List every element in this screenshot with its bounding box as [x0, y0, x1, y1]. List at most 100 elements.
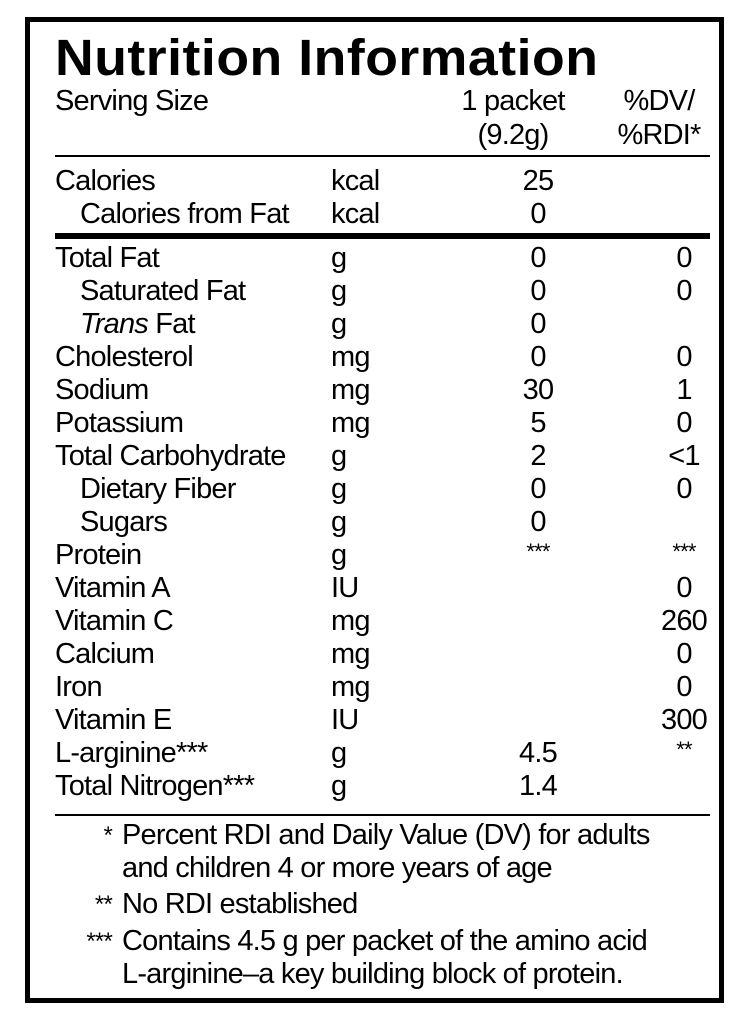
- nutrition-label-panel: Nutrition Information Serving Size 1 pac…: [25, 17, 724, 1003]
- nutrient-row-vitamin-e: Vitamin E IU 300: [55, 704, 710, 737]
- footnote-marker: *: [103, 822, 112, 849]
- nutrient-name: Trans Fat: [80, 308, 196, 341]
- nutrient-dv: 260: [661, 605, 708, 637]
- nutrient-amount: 1.4: [519, 770, 558, 802]
- nutrient-name: Sugars: [80, 506, 168, 538]
- nutrient-dv: 0: [676, 341, 692, 373]
- nutrient-amount: 2: [530, 440, 546, 472]
- nutrient-name: Saturated Fat: [80, 275, 246, 307]
- nutrient-unit: g: [331, 440, 347, 472]
- nutrient-name: Total Nitrogen***: [55, 770, 255, 802]
- nutrient-unit: mg: [331, 341, 370, 373]
- nutrient-amount: ***: [526, 539, 550, 564]
- nutrient-unit: kcal: [331, 165, 380, 197]
- nutrient-name: Cholesterol: [55, 341, 194, 373]
- nutrient-row-l-arginine: L-arginine*** g 4.5 **: [55, 737, 710, 770]
- nutrient-name: Vitamin E: [55, 704, 172, 736]
- nutrient-row-sugars: Sugars g 0: [55, 506, 710, 539]
- calories-divider: [55, 233, 710, 239]
- footnote-marker: ***: [86, 928, 112, 955]
- nutrient-row-vitamin-a: Vitamin A IU 0: [55, 572, 710, 605]
- nutrient-unit: g: [331, 473, 347, 505]
- serving-size-label: Serving Size: [55, 85, 209, 117]
- nutrient-dv: 0: [676, 275, 692, 307]
- nutrient-name: Sodium: [55, 374, 149, 406]
- nutrient-amount: 30: [522, 374, 554, 406]
- nutrient-dv: 0: [676, 242, 692, 274]
- nutrient-dv: ***: [672, 539, 696, 564]
- footnote-no-rdi: ** No RDI established: [55, 888, 715, 921]
- nutrient-amount: 25: [522, 165, 554, 197]
- nutrient-amount: 0: [530, 242, 546, 274]
- nutrient-amount: 0: [530, 341, 546, 373]
- nutrient-dv: 1: [676, 374, 692, 406]
- nutrient-amount: 0: [530, 506, 546, 538]
- nutrient-unit: IU: [331, 572, 359, 604]
- nutrient-unit: mg: [331, 671, 370, 703]
- nutrient-unit: IU: [331, 704, 359, 736]
- nutrient-amount: 4.5: [519, 737, 558, 769]
- nutrient-row-trans-fat: Trans Fat g 0: [55, 308, 710, 341]
- nutrient-name: Dietary Fiber: [80, 473, 236, 505]
- footnote-divider: [55, 814, 710, 816]
- footnote-text-line1: Percent RDI and Daily Value (DV) for adu…: [122, 819, 650, 851]
- nutrient-unit: g: [331, 275, 347, 307]
- nutrient-dv: **: [676, 737, 692, 762]
- nutrient-row-protein: Protein g *** ***: [55, 539, 710, 572]
- nutrient-unit: g: [331, 308, 347, 340]
- nutrient-dv: 0: [676, 671, 692, 703]
- nutrient-unit: g: [331, 506, 347, 538]
- nutrient-name: Calcium: [55, 638, 155, 670]
- nutrient-name: Calories: [55, 165, 156, 197]
- footnote-l-arginine: *** Contains 4.5 g per packet of the ami…: [55, 925, 715, 991]
- footnote-rdi: * Percent RDI and Daily Value (DV) for a…: [55, 819, 715, 885]
- nutrient-name: Protein: [55, 539, 142, 571]
- nutrient-dv: 300: [661, 704, 708, 736]
- nutrient-row-iron: Iron mg 0: [55, 671, 710, 704]
- nutrient-row-total-carbohydrate: Total Carbohydrate g 2 <1: [55, 440, 710, 473]
- nutrient-amount: 5: [530, 407, 546, 439]
- trans-italic: Trans: [80, 308, 149, 340]
- nutrient-name: Potassium: [55, 407, 184, 439]
- nutrient-amount: 0: [530, 198, 546, 230]
- nutrient-unit: mg: [331, 407, 370, 439]
- footnote-text-line2: and children 4 or more years of age: [122, 852, 553, 884]
- dv-header-line1: %DV/: [623, 85, 696, 117]
- nutrient-row-calcium: Calcium mg 0: [55, 638, 710, 671]
- footnote-text-line1: No RDI established: [122, 888, 358, 920]
- nutrient-name: Total Fat: [55, 242, 160, 274]
- nutrient-row-total-nitrogen: Total Nitrogen*** g 1.4: [55, 770, 710, 803]
- nutrient-unit: g: [331, 737, 347, 769]
- nutrient-row-saturated-fat: Saturated Fat g 0 0: [55, 275, 710, 308]
- nutrient-dv: <1: [668, 440, 700, 472]
- nutrient-unit: kcal: [331, 198, 380, 230]
- header-divider: [55, 155, 710, 157]
- nutrient-unit: mg: [331, 605, 370, 637]
- nutrient-name: Total Carbohydrate: [55, 440, 286, 472]
- nutrient-row-cholesterol: Cholesterol mg 0 0: [55, 341, 710, 374]
- nutrient-row-dietary-fiber: Dietary Fiber g 0 0: [55, 473, 710, 506]
- footnote-marker: **: [94, 891, 113, 918]
- panel-title: Nutrition Information: [55, 29, 599, 86]
- nutrient-row-total-fat: Total Fat g 0 0: [55, 242, 710, 275]
- nutrient-dv: 0: [676, 473, 692, 505]
- nutrient-name: Calories from Fat: [80, 198, 290, 230]
- nutrient-row-potassium: Potassium mg 5 0: [55, 407, 710, 440]
- nutrient-name: Vitamin C: [55, 605, 174, 637]
- trans-fat-suffix: Fat: [147, 308, 195, 340]
- nutrient-dv: 0: [676, 407, 692, 439]
- nutrient-amount: 0: [530, 275, 546, 307]
- nutrient-row-calories: Calories kcal 25: [55, 165, 710, 198]
- nutrient-amount: 0: [530, 308, 546, 340]
- dv-header-line2: %RDI*: [617, 119, 701, 151]
- nutrient-unit: mg: [331, 374, 370, 406]
- nutrient-dv: 0: [676, 638, 692, 670]
- nutrient-unit: g: [331, 242, 347, 274]
- nutrient-unit: g: [331, 539, 347, 571]
- nutrient-row-vitamin-c: Vitamin C mg 260: [55, 605, 710, 638]
- nutrient-name: L-arginine***: [55, 737, 208, 769]
- footnote-text-line1: Contains 4.5 g per packet of the amino a…: [122, 925, 648, 957]
- nutrient-unit: g: [331, 770, 347, 802]
- nutrient-name: Vitamin A: [55, 572, 171, 604]
- nutrient-row-calories-from-fat: Calories from Fat kcal 0: [55, 198, 710, 231]
